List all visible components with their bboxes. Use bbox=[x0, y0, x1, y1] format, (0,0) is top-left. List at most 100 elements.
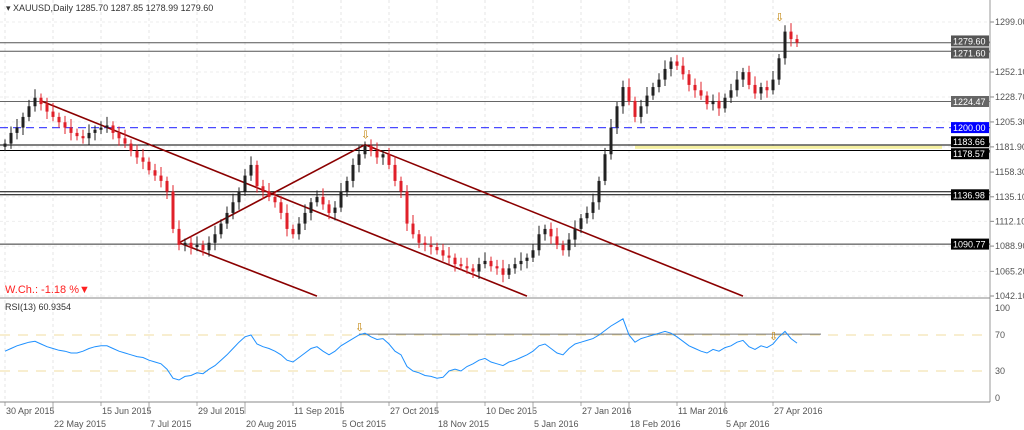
candle-body bbox=[537, 234, 541, 251]
candle-body bbox=[591, 202, 595, 213]
x-tick-label: 29 Jul 2015 bbox=[198, 406, 245, 416]
candle-body bbox=[423, 242, 427, 245]
price-label-bg bbox=[951, 136, 989, 148]
price-label-bg bbox=[951, 238, 989, 250]
candle-body bbox=[207, 242, 211, 251]
x-tick-label: 15 Jun 2015 bbox=[102, 406, 152, 416]
trendline bbox=[40, 100, 528, 297]
candle-body bbox=[621, 87, 625, 107]
candle-body bbox=[237, 191, 241, 203]
candle-body bbox=[657, 79, 661, 88]
price-label-bg bbox=[951, 122, 989, 134]
candle-body bbox=[681, 65, 685, 75]
trendline bbox=[364, 143, 744, 297]
x-tick-label: 27 Jan 2016 bbox=[582, 406, 632, 416]
candle-body bbox=[75, 132, 79, 137]
candle-body bbox=[411, 223, 415, 235]
candle-body bbox=[63, 122, 67, 128]
candle-body bbox=[375, 151, 379, 158]
trendline bbox=[178, 143, 366, 244]
x-tick-label: 10 Dec 2015 bbox=[486, 406, 537, 416]
candle-body bbox=[357, 154, 361, 165]
candle-body bbox=[711, 100, 715, 105]
candle-body bbox=[387, 154, 391, 165]
candle-body bbox=[159, 175, 163, 181]
candle-body bbox=[291, 228, 295, 235]
candle-body bbox=[741, 72, 745, 80]
x-tick-label: 22 May 2015 bbox=[54, 419, 106, 429]
y-tick-label: 1158.30 bbox=[995, 167, 1024, 177]
candle-body bbox=[465, 266, 469, 269]
candle-body bbox=[549, 228, 553, 237]
y-tick-label: 1112.10 bbox=[995, 216, 1024, 226]
candle-body bbox=[585, 212, 589, 219]
candle-body bbox=[21, 116, 25, 128]
candle-body bbox=[447, 255, 451, 258]
candle-body bbox=[51, 111, 55, 117]
candle-body bbox=[765, 87, 769, 91]
candle-body bbox=[321, 196, 325, 205]
candle-body bbox=[453, 257, 457, 265]
candle-body bbox=[753, 84, 757, 94]
candle-body bbox=[297, 223, 301, 235]
rsi-tick-label: 70 bbox=[995, 330, 1005, 340]
price-label: 1271.60 bbox=[953, 48, 986, 58]
weekly-change: W.Ch.: -1.18 %▼ bbox=[5, 284, 90, 296]
candle-body bbox=[519, 260, 523, 265]
candle-body bbox=[483, 260, 487, 265]
candle-body bbox=[393, 164, 397, 181]
candle-body bbox=[171, 191, 175, 229]
price-label-bg bbox=[951, 189, 989, 201]
candle-body bbox=[123, 138, 127, 144]
candle-body bbox=[267, 191, 271, 197]
price-label-bg bbox=[951, 47, 989, 59]
rsi-arrow-marker: ⇩ bbox=[769, 331, 778, 343]
ohlc-readout: 1285.70 1287.85 1278.99 1279.60 bbox=[75, 3, 214, 13]
candle-body bbox=[399, 180, 403, 192]
x-tick-label: 18 Feb 2016 bbox=[630, 419, 681, 429]
candle-body bbox=[555, 236, 559, 245]
rsi-line bbox=[4, 318, 798, 381]
rsi-tick-label: 0 bbox=[995, 393, 1000, 403]
candle-body bbox=[351, 164, 355, 181]
candle-body bbox=[45, 104, 49, 112]
price-label: 1224.47 bbox=[953, 97, 986, 107]
candle-body bbox=[183, 242, 187, 245]
candle-body bbox=[615, 106, 619, 128]
candle-body bbox=[675, 61, 679, 66]
candle-body bbox=[9, 132, 13, 144]
candle-body bbox=[285, 212, 289, 229]
candle-body bbox=[363, 145, 367, 155]
candle-body bbox=[81, 136, 85, 139]
candle-body bbox=[795, 39, 799, 43]
candle-body bbox=[471, 268, 475, 272]
candle-body bbox=[429, 244, 433, 248]
candle-body bbox=[345, 180, 349, 192]
candle-body bbox=[327, 204, 331, 213]
price-label-bg bbox=[951, 95, 989, 107]
y-tick-label: 1042.10 bbox=[995, 291, 1024, 301]
trendline bbox=[178, 242, 318, 297]
y-tick-label: 1088.90 bbox=[995, 241, 1024, 251]
candle-body bbox=[201, 244, 205, 251]
candle-body bbox=[645, 95, 649, 107]
candle-body bbox=[687, 74, 691, 85]
price-label: 1183.66 bbox=[953, 137, 985, 147]
y-tick-label: 1065.20 bbox=[995, 266, 1024, 276]
candle-body bbox=[225, 212, 229, 224]
candle-body bbox=[261, 186, 265, 192]
x-tick-label: 27 Apr 2016 bbox=[774, 406, 823, 416]
collapse-triangle-icon[interactable]: ▾ bbox=[6, 3, 11, 13]
rsi-label: RSI(13) 60.9354 bbox=[5, 302, 72, 312]
x-tick-label: 18 Nov 2015 bbox=[438, 419, 489, 429]
x-tick-label: 27 Oct 2015 bbox=[390, 406, 439, 416]
x-tick-label: 5 Apr 2016 bbox=[726, 419, 770, 429]
candle-body bbox=[693, 84, 697, 91]
candle-body bbox=[633, 100, 637, 117]
y-tick-label: 1252.10 bbox=[995, 67, 1024, 77]
candle-body bbox=[165, 180, 169, 192]
price-label: 1090.77 bbox=[953, 240, 986, 250]
candle-body bbox=[279, 202, 283, 213]
